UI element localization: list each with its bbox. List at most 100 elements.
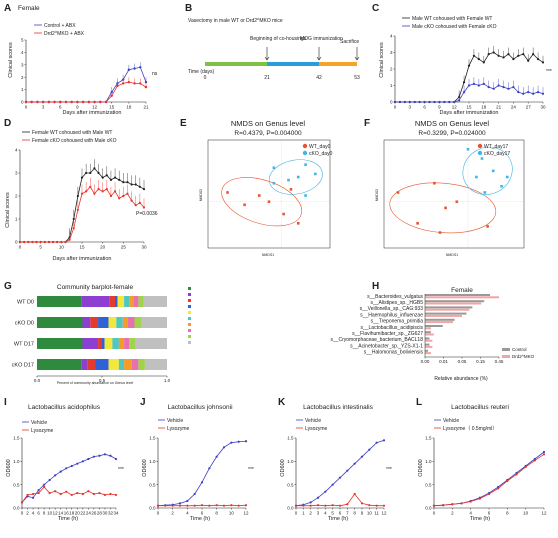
stack-segment — [138, 359, 145, 370]
y-tick-label: 1.0 — [287, 459, 294, 464]
timeline-label-cohousing: Beginning of co-housings — [250, 36, 307, 42]
data-point — [27, 241, 29, 243]
data-point — [201, 481, 203, 483]
legend-swatch — [502, 348, 510, 351]
panel-j-title: Lactobacillus johnsonii — [167, 404, 232, 411]
panel-e-letter: E — [180, 118, 187, 129]
data-point — [179, 505, 181, 507]
data-point — [71, 101, 73, 103]
data-point — [534, 459, 536, 461]
y-tick-label: 1.0 — [149, 459, 156, 464]
timeline-label-immunization: MOG immunization — [300, 36, 343, 42]
data-point — [439, 231, 442, 234]
timeline-label-vasectomy: Vasectomy in male WT or Drd2^MKO mice — [188, 18, 283, 24]
panel-k-sig: *** — [386, 467, 392, 473]
y-tick-label: 0 — [390, 100, 393, 105]
stack-segment — [145, 359, 167, 370]
data-point — [105, 101, 107, 103]
data-point — [317, 504, 319, 506]
data-point — [297, 176, 300, 179]
stack-segment — [129, 296, 133, 307]
arrow-icon — [317, 47, 321, 60]
data-point — [332, 484, 334, 486]
data-point — [473, 55, 475, 57]
data-point — [273, 166, 276, 169]
taxon-label: s__Haemophilus_influenzae — [360, 312, 423, 318]
data-point — [98, 492, 100, 494]
data-point — [54, 474, 56, 476]
data-point — [65, 467, 67, 469]
abundance-bar — [425, 327, 431, 329]
x-tick-label: 6 — [59, 105, 62, 110]
panel-i-sig: *** — [118, 467, 124, 473]
data-point — [109, 455, 111, 457]
legend-label: Male cKO cohoused with Female cKO — [412, 24, 497, 30]
data-point — [65, 491, 67, 493]
series-line — [296, 440, 384, 505]
panel-e-ylabel: NMDS2 — [199, 189, 203, 201]
data-point — [238, 441, 240, 443]
data-point — [522, 53, 524, 55]
stack-segment — [109, 359, 119, 370]
stack-segment — [110, 296, 115, 307]
stack-segment — [129, 338, 136, 349]
data-point — [71, 494, 73, 496]
x-tick-label: 9 — [361, 511, 364, 516]
legend-label: Female cKO cohoused with Male cKO — [32, 138, 117, 144]
panel-k-letter: K — [278, 397, 286, 408]
data-point — [44, 241, 46, 243]
taxon-label: s__Bacteroides_vulgatus — [367, 294, 423, 300]
x-tick-label: 15 — [79, 245, 85, 250]
panel-k-xlabel: Time (h) — [328, 516, 348, 522]
data-point — [290, 188, 293, 191]
abundance-bar — [425, 313, 466, 315]
x-tick-label: 18 — [126, 105, 132, 110]
panel-l-xlabel: Time (h) — [470, 516, 490, 522]
y-tick-label: 0.5 — [287, 482, 294, 487]
data-point — [40, 241, 42, 243]
data-point — [145, 86, 147, 88]
panel-a-ylabel: Clinical scores — [8, 42, 14, 78]
panel-j-legend: Vehicle Lysozyme — [158, 418, 190, 432]
data-point — [60, 493, 62, 495]
x-tick-label: 0 — [394, 105, 397, 110]
legend-label: Drd2^MKO + ABX — [44, 31, 85, 37]
taxon-label: s__Treponema_primitia — [371, 319, 424, 325]
panel-f-letter: F — [364, 118, 370, 129]
stack-segment — [102, 338, 105, 349]
stack-segment — [98, 338, 102, 349]
abundance-bar — [425, 319, 455, 321]
panel-f-ylabel: NMDS2 — [375, 189, 379, 201]
data-point — [361, 502, 363, 504]
data-point — [93, 167, 95, 169]
x-tick-label: 12 — [381, 511, 387, 516]
data-point — [135, 204, 137, 206]
x-tick-label: 10 — [229, 511, 235, 516]
stack-segment — [118, 296, 125, 307]
data-point — [54, 490, 56, 492]
legend-label: cKO_day17 — [484, 151, 510, 157]
data-point — [506, 176, 509, 179]
data-point — [99, 101, 101, 103]
data-point — [60, 471, 62, 473]
x-tick-label: 18 — [481, 105, 487, 110]
y-tick-label: 4 — [390, 34, 393, 39]
panel-d-letter: D — [4, 118, 11, 129]
abundance-bar — [425, 303, 481, 305]
y-tick-label: 1.5 — [149, 436, 156, 441]
panel-c-sig: *** — [546, 69, 552, 75]
data-point — [451, 503, 453, 505]
data-point — [230, 442, 232, 444]
panel-g-title: Community barplot-female — [57, 284, 134, 291]
data-point — [64, 241, 66, 243]
y-tick-label: 1 — [390, 83, 393, 88]
abundance-bar — [425, 294, 490, 296]
data-point — [346, 470, 348, 472]
data-point — [478, 58, 480, 60]
stack-segment — [37, 296, 81, 307]
legend-label: Vehicle — [305, 418, 321, 424]
data-point — [208, 505, 210, 507]
